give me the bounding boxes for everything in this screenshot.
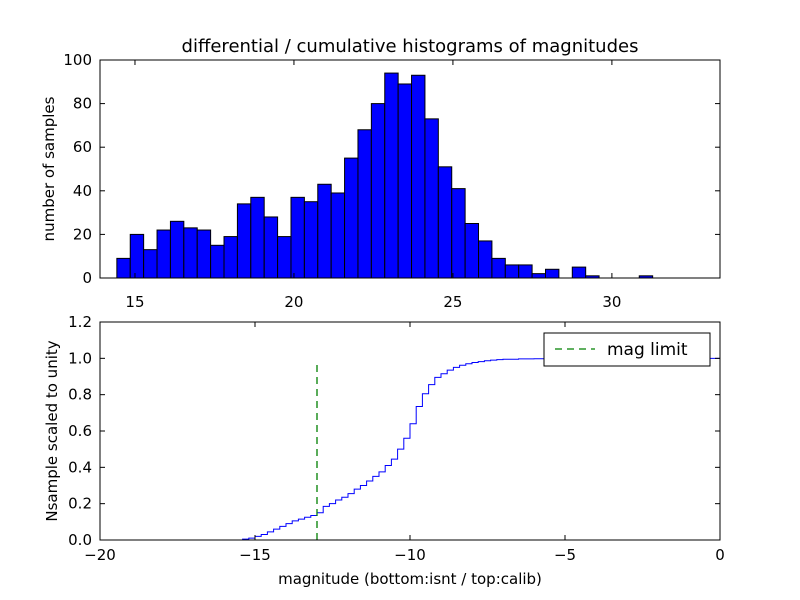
histogram-bar: [571, 266, 587, 279]
histogram-bar: [357, 129, 372, 279]
cumulative-step-line: [100, 357, 721, 541]
cumulative-y-tick-label: 1.2: [68, 313, 92, 331]
cumulative-y-tick-label: 0.4: [68, 458, 92, 476]
histogram-bar: [263, 216, 279, 279]
histogram-bar: [464, 223, 480, 279]
histogram-bar: [223, 236, 238, 279]
cumulative-x-tick-label: −5: [554, 546, 576, 564]
histogram-y-tick-label: 80: [73, 95, 92, 113]
cumulative-y-tick-label: 0.0: [68, 531, 92, 549]
histogram-bar: [143, 249, 158, 279]
histogram-bar: [277, 236, 292, 279]
cumulative-x-tick-label: −15: [239, 546, 271, 564]
histogram-y-axis-label: number of samples: [40, 96, 58, 241]
histogram-bar: [504, 264, 520, 279]
histogram-bar: [491, 257, 506, 279]
histogram-bar: [544, 268, 560, 279]
cumulative-y-tick-label: 0.2: [68, 495, 92, 513]
histogram-bar: [250, 196, 265, 279]
cumulative-panel: −20 −15 −10 −5 0 0.0 0.2 0.4 0.6 0.8 1.0 1.2 magnit…: [43, 313, 725, 588]
cumulative-x-tick-label: 0: [715, 546, 725, 564]
cumulative-x-axis-label: magnitude (bottom:isnt / top:calib): [278, 570, 542, 588]
histogram-x-tick-label: 30: [602, 293, 621, 311]
histogram-x-tick-label: 25: [443, 293, 462, 311]
cumulative-y-tick-label: 0.8: [68, 386, 92, 404]
histogram-bar: [303, 201, 319, 279]
histogram-y-tick-label: 0: [82, 269, 92, 287]
histogram-bar: [196, 229, 212, 279]
histogram-y-tick-label: 60: [73, 138, 92, 156]
histogram-bar: [370, 103, 386, 279]
cumulative-ticks: −20 −15 −10 −5 0 0.0 0.2 0.4 0.6 0.8 1.0 1.2: [68, 313, 725, 564]
histogram-bar: [424, 118, 439, 279]
histogram-x-tick-label: 15: [125, 293, 144, 311]
histogram-bar: [531, 273, 546, 279]
histogram-bar: [156, 229, 171, 279]
histogram-bar: [384, 72, 399, 279]
histogram-ticks: 15 20 25 30 0 20 40 60 80 100: [63, 51, 720, 311]
histogram-bar: [129, 233, 145, 279]
cumulative-y-axis-label: Nsample scaled to unity: [43, 340, 61, 521]
histogram-bar: [478, 240, 493, 279]
histogram-bar: [169, 220, 185, 279]
histogram-bar: [290, 196, 305, 279]
histogram-x-tick-label: 20: [284, 293, 303, 311]
histogram-bar: [451, 188, 466, 279]
histogram-bar: [116, 257, 131, 279]
histogram-bars: [116, 72, 654, 279]
histogram-bar: [330, 192, 346, 279]
cumulative-y-tick-label: 1.0: [68, 349, 92, 367]
histogram-bar: [518, 264, 533, 279]
histogram-bar: [437, 166, 453, 279]
cumulative-y-tick-label: 0.6: [68, 422, 92, 440]
histogram-bar: [411, 74, 426, 279]
histogram-panel: differential / cumulative histograms of …: [40, 36, 721, 311]
legend-label-mag-limit: mag limit: [607, 340, 688, 360]
histogram-bar: [236, 203, 252, 279]
histogram-bar: [397, 83, 413, 279]
cumulative-x-tick-label: −20: [84, 546, 116, 564]
histogram-y-tick-label: 20: [73, 225, 92, 243]
histogram-axes-frame: [99, 59, 721, 279]
chart-title: differential / cumulative histograms of …: [182, 36, 639, 57]
histogram-y-tick-label: 100: [63, 51, 92, 69]
histogram-bar: [344, 157, 359, 279]
histogram-bar: [210, 244, 225, 279]
histogram-bar: [183, 227, 198, 279]
cumulative-x-tick-label: −10: [394, 546, 426, 564]
histogram-bar: [317, 183, 332, 279]
histogram-y-tick-label: 40: [73, 182, 92, 200]
legend: mag limit: [543, 332, 711, 367]
